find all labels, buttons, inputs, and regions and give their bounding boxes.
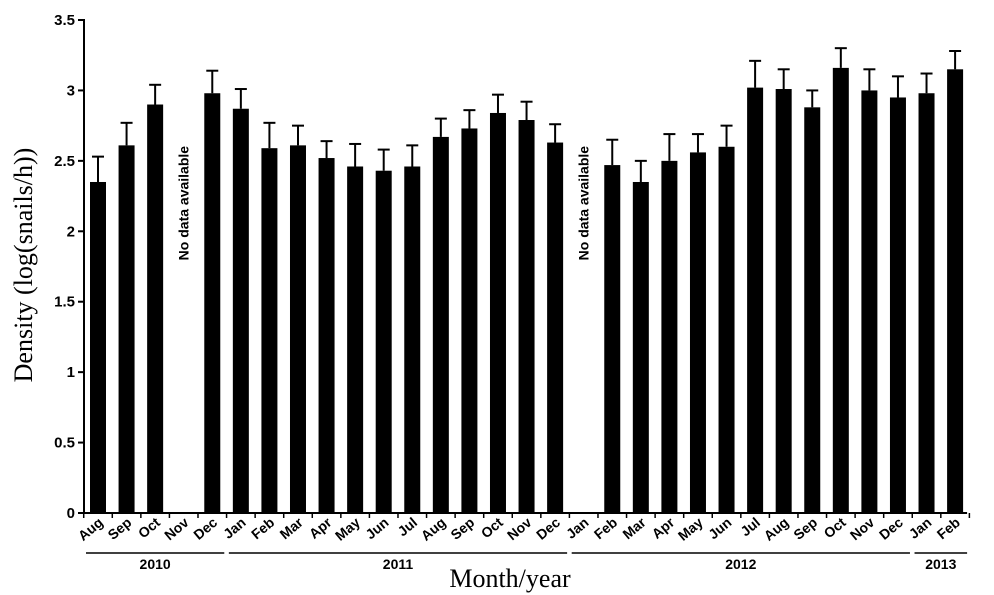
- bar: [432, 136, 449, 513]
- y-tick-label: 2: [67, 223, 75, 240]
- bar: [347, 166, 364, 513]
- bar: [947, 69, 964, 514]
- x-tick-label: Nov: [847, 514, 878, 543]
- x-tick-label: Oct: [821, 514, 849, 541]
- x-tick-label: Dec: [533, 514, 563, 543]
- x-tick-label: Feb: [591, 514, 620, 542]
- bar: [547, 142, 564, 513]
- x-tick-label: Jan: [906, 514, 935, 542]
- x-tick-label: Jun: [705, 514, 734, 542]
- bar: [261, 148, 278, 513]
- bar: [204, 93, 221, 513]
- bar: [232, 108, 249, 514]
- x-tick-label: Feb: [934, 514, 963, 542]
- no-data-annotation: No data available: [176, 146, 192, 261]
- year-label: 2011: [383, 556, 414, 572]
- x-tick-label: Sep: [105, 514, 135, 543]
- x-tick-label: Sep: [447, 514, 477, 543]
- x-tick-label: May: [675, 514, 706, 544]
- x-tick-label: Nov: [504, 514, 535, 543]
- no-data-annotation: No data available: [576, 146, 592, 261]
- y-tick-label: 1.5: [54, 294, 75, 311]
- x-axis-title: Month/year: [449, 564, 571, 593]
- bar: [489, 112, 506, 514]
- x-tick-label: Sep: [790, 514, 820, 543]
- x-tick-label: Mar: [277, 514, 307, 543]
- x-tick-label: Dec: [190, 514, 220, 543]
- y-tick-label: 2.5: [54, 153, 75, 170]
- bar: [689, 152, 706, 514]
- y-tick-label: 0: [67, 505, 75, 522]
- year-label: 2013: [925, 556, 956, 572]
- y-tick-label: 0.5: [54, 435, 75, 452]
- bar: [461, 128, 478, 513]
- bar: [289, 145, 306, 513]
- x-tick-label: Jan: [220, 514, 249, 542]
- y-tick-label: 3.5: [54, 12, 75, 29]
- x-tick-label: May: [332, 514, 363, 544]
- y-tick-label: 1: [67, 364, 75, 381]
- x-tick-label: Apr: [649, 514, 678, 542]
- bar: [147, 104, 164, 513]
- x-tick-label: Dec: [876, 514, 906, 543]
- bar: [661, 160, 678, 513]
- bar: [404, 166, 421, 513]
- x-tick-label: Aug: [418, 514, 449, 544]
- x-tick-label: Feb: [248, 514, 277, 542]
- bar: [90, 181, 106, 513]
- bar: [775, 89, 792, 514]
- x-tick-label: Oct: [478, 514, 506, 541]
- bars-group: [90, 47, 964, 514]
- x-tick-label: Mar: [619, 514, 649, 543]
- x-tick-label: Aug: [760, 514, 791, 544]
- y-axis-title: Density (log(snails/h)): [9, 148, 38, 383]
- bar: [889, 97, 906, 513]
- bar: [747, 87, 764, 514]
- bar: [861, 90, 878, 513]
- bar: [832, 67, 849, 514]
- bar: [718, 146, 735, 513]
- x-tick-label: Jun: [362, 514, 391, 542]
- bar: [318, 158, 335, 514]
- x-tick-label: Apr: [306, 514, 335, 542]
- bar: [804, 107, 821, 514]
- x-tick-label: Nov: [161, 514, 192, 543]
- bar: [918, 93, 935, 513]
- year-label: 2010: [140, 556, 171, 572]
- bar: [604, 165, 621, 513]
- x-tick-label: Aug: [75, 514, 106, 544]
- year-label: 2012: [725, 556, 756, 572]
- bar: [375, 170, 392, 513]
- bar: [118, 145, 135, 513]
- bar: [632, 181, 649, 513]
- y-tick-label: 3: [67, 82, 75, 99]
- x-tick-label: Oct: [135, 514, 163, 541]
- bar: [518, 120, 535, 513]
- x-tick-label: Jan: [563, 514, 592, 542]
